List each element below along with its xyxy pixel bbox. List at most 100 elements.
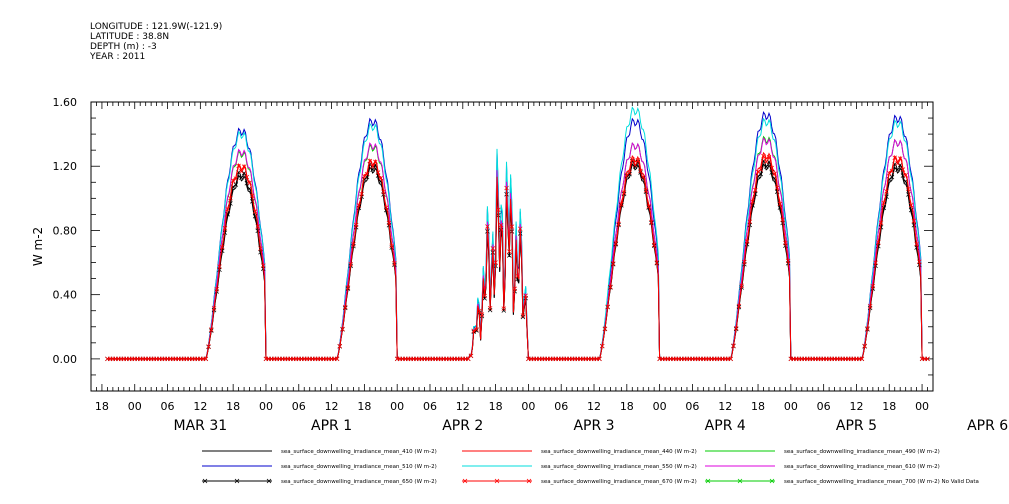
series-marker-7 xyxy=(761,153,766,159)
series-marker-7 xyxy=(239,169,244,174)
x-tick-label: 18 xyxy=(882,400,896,413)
series-marker-7 xyxy=(345,285,351,290)
legend-marker-6 xyxy=(266,478,272,484)
series-marker-7 xyxy=(728,356,733,362)
series-marker-7 xyxy=(219,244,225,250)
series-marker-7 xyxy=(914,241,919,247)
series-marker-7 xyxy=(597,356,602,362)
series-marker-6 xyxy=(895,167,900,173)
series-marker-7 xyxy=(755,169,761,174)
x-tick-label: 00 xyxy=(259,400,273,413)
series-marker-7 xyxy=(370,164,375,169)
series-marker-6 xyxy=(520,314,526,320)
x-tick-label: 06 xyxy=(817,400,831,413)
y-tick-label: 1.60 xyxy=(53,96,78,109)
x-day-label: APR 4 xyxy=(705,418,746,434)
legend-marker-7 xyxy=(494,478,500,484)
series-marker-7 xyxy=(911,218,917,224)
series-marker-7 xyxy=(887,170,892,176)
series-marker-7 xyxy=(485,224,490,229)
series-marker-7 xyxy=(222,226,228,231)
series-marker-7 xyxy=(356,203,362,208)
series-marker-7 xyxy=(225,206,230,212)
series-marker-7 xyxy=(471,328,476,334)
series-marker-7 xyxy=(881,200,887,206)
x-tick-label: 06 xyxy=(161,400,175,413)
series-marker-7 xyxy=(917,259,922,264)
series-marker-7 xyxy=(241,164,247,169)
series-marker-7 xyxy=(509,224,515,229)
series-marker-7 xyxy=(383,205,389,210)
series-marker-7 xyxy=(392,261,397,266)
series-marker-7 xyxy=(777,201,783,207)
series-marker-7 xyxy=(602,326,608,331)
series-marker-7 xyxy=(906,186,911,192)
series-marker-7 xyxy=(337,343,343,349)
series-marker-7 xyxy=(744,239,750,244)
x-day-label: APR 2 xyxy=(442,418,483,434)
series-marker-7 xyxy=(627,170,632,175)
series-marker-7 xyxy=(479,312,485,317)
series-marker-7 xyxy=(889,168,895,174)
legend-marker-7 xyxy=(462,478,468,484)
series-marker-7 xyxy=(780,217,785,222)
series-marker-6 xyxy=(763,164,769,169)
series-marker-7 xyxy=(340,326,345,332)
x-tick-label: 12 xyxy=(456,400,470,413)
series-marker-7 xyxy=(334,356,340,362)
series-marker-7 xyxy=(630,157,635,162)
series-marker-7 xyxy=(351,242,356,247)
x-tick-label: 00 xyxy=(390,400,404,413)
series-marker-7 xyxy=(624,172,630,177)
series-marker-7 xyxy=(613,241,619,246)
series-marker-7 xyxy=(632,162,638,168)
series-marker-7 xyxy=(742,259,747,265)
x-tick-label: 12 xyxy=(193,400,207,413)
series-marker-6 xyxy=(487,307,493,313)
series-marker-7 xyxy=(498,222,504,228)
series-marker-7 xyxy=(507,249,512,254)
x-tick-label: 06 xyxy=(685,400,699,413)
series-marker-7 xyxy=(753,187,758,193)
series-marker-7 xyxy=(635,157,641,163)
depth-label: DEPTH (m) : -3 xyxy=(90,42,157,52)
series-marker-6 xyxy=(233,182,239,187)
series-marker-7 xyxy=(493,260,498,265)
series-marker-7 xyxy=(496,207,501,213)
series-marker-7 xyxy=(230,178,236,183)
series-marker-7 xyxy=(608,284,613,290)
series-marker-7 xyxy=(605,304,610,309)
series-marker-7 xyxy=(247,180,252,185)
series-marker-7 xyxy=(252,209,258,214)
legend-label-4: sea_surface_downwelling_irradiance_mean_… xyxy=(541,464,697,470)
series-marker-7 xyxy=(490,246,496,251)
series-marker-7 xyxy=(474,327,479,332)
series-marker-7 xyxy=(873,260,878,265)
series-marker-7 xyxy=(895,161,900,166)
series-marker-7 xyxy=(599,343,605,349)
series-marker-7 xyxy=(739,283,744,288)
series-marker-7 xyxy=(389,243,394,249)
series-marker-7 xyxy=(903,173,908,178)
series-marker-7 xyxy=(900,167,906,172)
series-marker-7 xyxy=(342,304,348,310)
legend-label-8: sea_surface_downwelling_irradiance_mean_… xyxy=(784,479,979,485)
series-marker-7 xyxy=(649,219,654,225)
x-tick-label: 18 xyxy=(489,400,503,413)
series-marker-7 xyxy=(783,240,788,246)
series-marker-7 xyxy=(386,220,392,226)
series-marker-7 xyxy=(643,188,649,193)
series-marker-7 xyxy=(897,156,903,161)
series-marker-7 xyxy=(736,303,742,309)
series-marker-7 xyxy=(228,195,233,201)
x-tick-label: 12 xyxy=(325,400,339,413)
series-marker-7 xyxy=(512,286,517,291)
series-marker-7 xyxy=(255,224,261,229)
series-marker-7 xyxy=(206,344,211,349)
series-marker-7 xyxy=(362,173,367,179)
series-marker-7 xyxy=(619,201,624,207)
x-day-label: APR 3 xyxy=(573,418,614,434)
series-marker-7 xyxy=(250,193,255,199)
series-marker-7 xyxy=(236,163,241,169)
series-marker-7 xyxy=(651,242,657,248)
